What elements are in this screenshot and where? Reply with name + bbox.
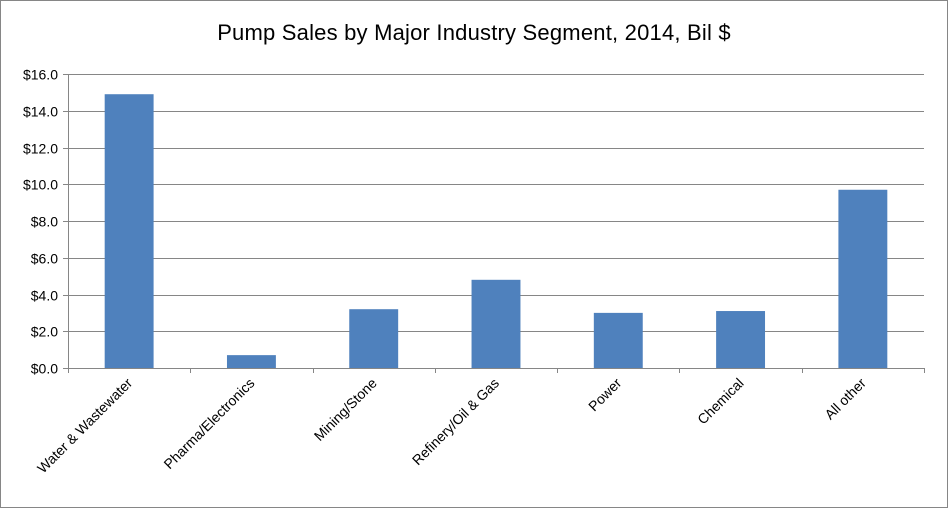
y-tick-label: $8.0 xyxy=(31,214,58,230)
bar xyxy=(349,309,399,368)
bar xyxy=(226,355,276,368)
x-category-label: Water & Wastewater xyxy=(34,375,136,477)
bar xyxy=(104,94,154,369)
bar xyxy=(471,279,521,368)
y-tick-label: $12.0 xyxy=(23,141,58,157)
y-tick-label: $6.0 xyxy=(31,251,58,267)
bar xyxy=(838,189,888,368)
x-category-label: Mining/Stone xyxy=(311,375,380,444)
y-tick-label: $0.0 xyxy=(31,361,58,377)
x-category-label: Chemical xyxy=(694,375,747,428)
y-tick-label: $14.0 xyxy=(23,104,58,120)
bar xyxy=(593,312,643,368)
y-tick-label: $4.0 xyxy=(31,288,58,304)
y-tick-label: $2.0 xyxy=(31,324,58,340)
x-category-label: Power xyxy=(585,375,625,415)
y-tick-label: $16.0 xyxy=(23,67,58,83)
x-category-label: All other xyxy=(821,375,869,423)
x-category-label: Refinery/Oil & Gas xyxy=(409,375,502,468)
bar xyxy=(716,311,766,368)
chart-title: Pump Sales by Major Industry Segment, 20… xyxy=(217,20,731,45)
x-category-label: Pharma/Electronics xyxy=(160,375,257,472)
y-tick-label: $10.0 xyxy=(23,177,58,193)
